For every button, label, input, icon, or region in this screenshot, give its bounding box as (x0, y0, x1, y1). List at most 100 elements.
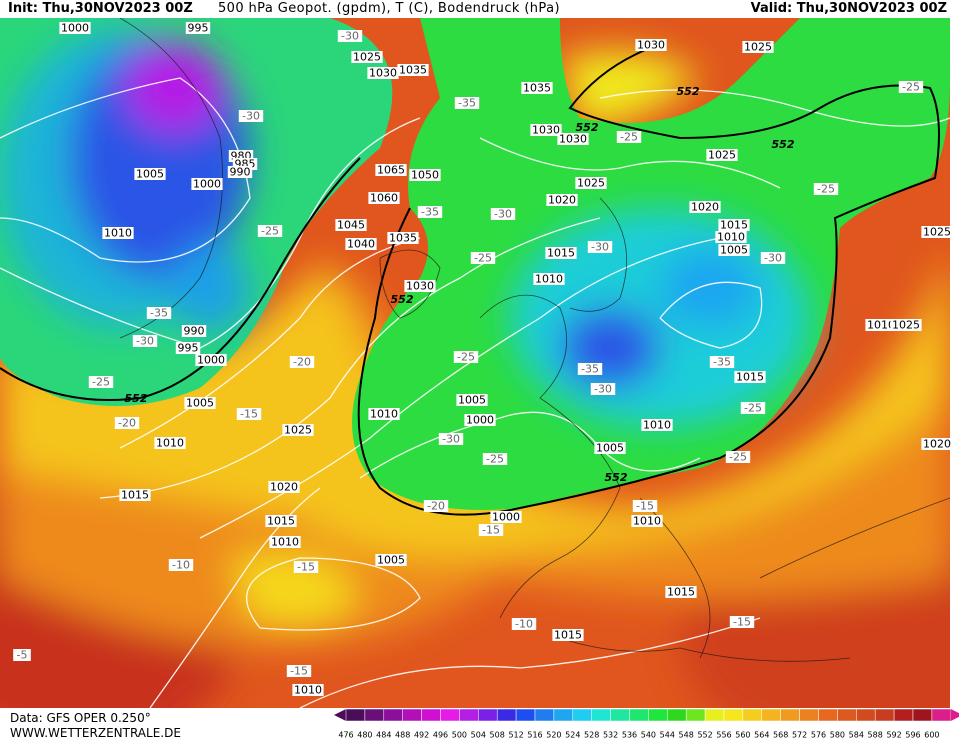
pressure-label-text: 1015 (121, 489, 149, 502)
pressure-label-text: 1025 (284, 424, 312, 437)
pressure-label: 1005 (718, 244, 750, 257)
scale-label: 540 (641, 731, 656, 740)
temperature-label-text: -30 (764, 252, 782, 265)
scale-cell (591, 708, 611, 722)
scale-label: 500 (452, 731, 467, 740)
pressure-label: 1025 (742, 41, 774, 54)
pressure-label-box (335, 219, 367, 231)
pressure-label: 1010 (641, 419, 673, 432)
temperature-label-text: -20 (293, 356, 311, 369)
temperature-label-text: -15 (733, 616, 751, 629)
temperature-label-text: -5 (17, 649, 28, 662)
pressure-label-text: 1000 (492, 511, 520, 524)
temperature-label: -10 (168, 559, 194, 572)
pressure-label-text: 1025 (892, 319, 920, 332)
pressure-label: 995 (175, 342, 201, 355)
temperature-label-text: -30 (136, 335, 154, 348)
temperature-label-box (709, 356, 735, 368)
pressure-label-box (715, 231, 747, 243)
pressure-label-box (631, 515, 663, 527)
pressure-label-box (552, 629, 584, 641)
pressure-label-text: 990 (230, 166, 251, 179)
temperature-label: -25 (898, 81, 924, 94)
pressure-label-box (545, 247, 577, 259)
temperature-label-box (236, 408, 262, 420)
temperature-label: -30 (760, 252, 786, 265)
pressure-label-text: 1030 (637, 39, 665, 52)
temperature-label-text: -25 (457, 351, 475, 364)
temperature-label: -25 (813, 183, 839, 196)
temperature-label-box (454, 97, 480, 109)
pressure-label-text: 1025 (923, 226, 951, 239)
scale-label: 572 (792, 731, 807, 740)
scale-cell (648, 708, 668, 722)
temperature-label-text: -15 (482, 524, 500, 537)
pressure-label: 1030 (635, 39, 667, 52)
temperature-label-text: -25 (92, 376, 110, 389)
pressure-label: 1000 (59, 22, 91, 35)
pressure-label-text: 995 (188, 22, 209, 35)
temperature-label-text: -30 (442, 433, 460, 446)
pressure-label-text: 1005 (596, 442, 624, 455)
scale-cell (667, 708, 687, 722)
temperature-label-box (577, 363, 603, 375)
temperature-label-text: -15 (636, 500, 654, 513)
scale-cell (704, 708, 725, 722)
pressure-label-box (367, 67, 399, 79)
pressure-label-box (345, 238, 377, 250)
temperature-label-text: -35 (581, 363, 599, 376)
pressure-label-text: 1010 (104, 227, 132, 240)
temperature-label-box (725, 451, 751, 463)
scale-cell (799, 708, 819, 722)
pressure-label-box (59, 22, 91, 34)
temperature-label-text: -15 (290, 665, 308, 678)
temperature-label: -15 (236, 408, 262, 421)
pressure-label-text: 1000 (197, 354, 225, 367)
temperature-label-text: -10 (515, 618, 533, 631)
temperature-label-box (729, 616, 755, 628)
pressure-label: 1005 (134, 168, 166, 181)
pressure-label: 1025 (890, 319, 922, 332)
pressure-label-box (575, 177, 607, 189)
pressure-label-text: 1025 (353, 51, 381, 64)
temperature-label-text: -25 (902, 81, 920, 94)
temperature-label-text: -25 (620, 131, 638, 144)
map-title: 500 hPa Geopot. (gpdm), T (C), Bodendruc… (218, 1, 560, 16)
pressure-label-text: 1010 (156, 437, 184, 450)
pressure-label: 990 (181, 325, 207, 338)
scale-label: 584 (849, 731, 864, 740)
temperature-label: -20 (114, 417, 140, 430)
pressure-label: 1025 (575, 177, 607, 190)
scale-label: 544 (660, 731, 675, 740)
pressure-label-box (375, 164, 407, 176)
scale-label: 556 (716, 731, 731, 740)
scale-cell (345, 708, 366, 722)
pressure-label: 1005 (594, 442, 626, 455)
pressure-label: 1065 (375, 164, 407, 177)
pressure-label-text: 1005 (720, 244, 748, 257)
pressure-label: 1015 (265, 515, 297, 528)
pressure-label-box (184, 397, 216, 409)
scale-cell (402, 708, 422, 722)
temperature-label-box (470, 252, 496, 264)
temperature-label-box (146, 307, 172, 319)
scale-label: 512 (508, 731, 523, 740)
pressure-label: 1015 (718, 219, 750, 232)
scale-label: 536 (622, 731, 637, 740)
temperature-label: -20 (423, 500, 449, 513)
pressure-label: 1010 (631, 515, 663, 528)
pressure-label: 1010 (154, 437, 186, 450)
temperature-label: -15 (729, 616, 755, 629)
geopotential-label: 552 (677, 85, 700, 98)
pressure-label: 1010 (715, 231, 747, 244)
pressure-label-text: 1030 (559, 133, 587, 146)
geopotential-label: 552 (772, 138, 795, 151)
temperature-label: -25 (740, 402, 766, 415)
scale-cell (780, 708, 800, 722)
temperature-label-text: -25 (474, 252, 492, 265)
pressure-label-box (227, 166, 253, 178)
pressure-label-text: 1025 (744, 41, 772, 54)
scale-cell (383, 708, 403, 722)
temperature-label-text: -25 (729, 451, 747, 464)
temperature-label: -35 (454, 97, 480, 110)
